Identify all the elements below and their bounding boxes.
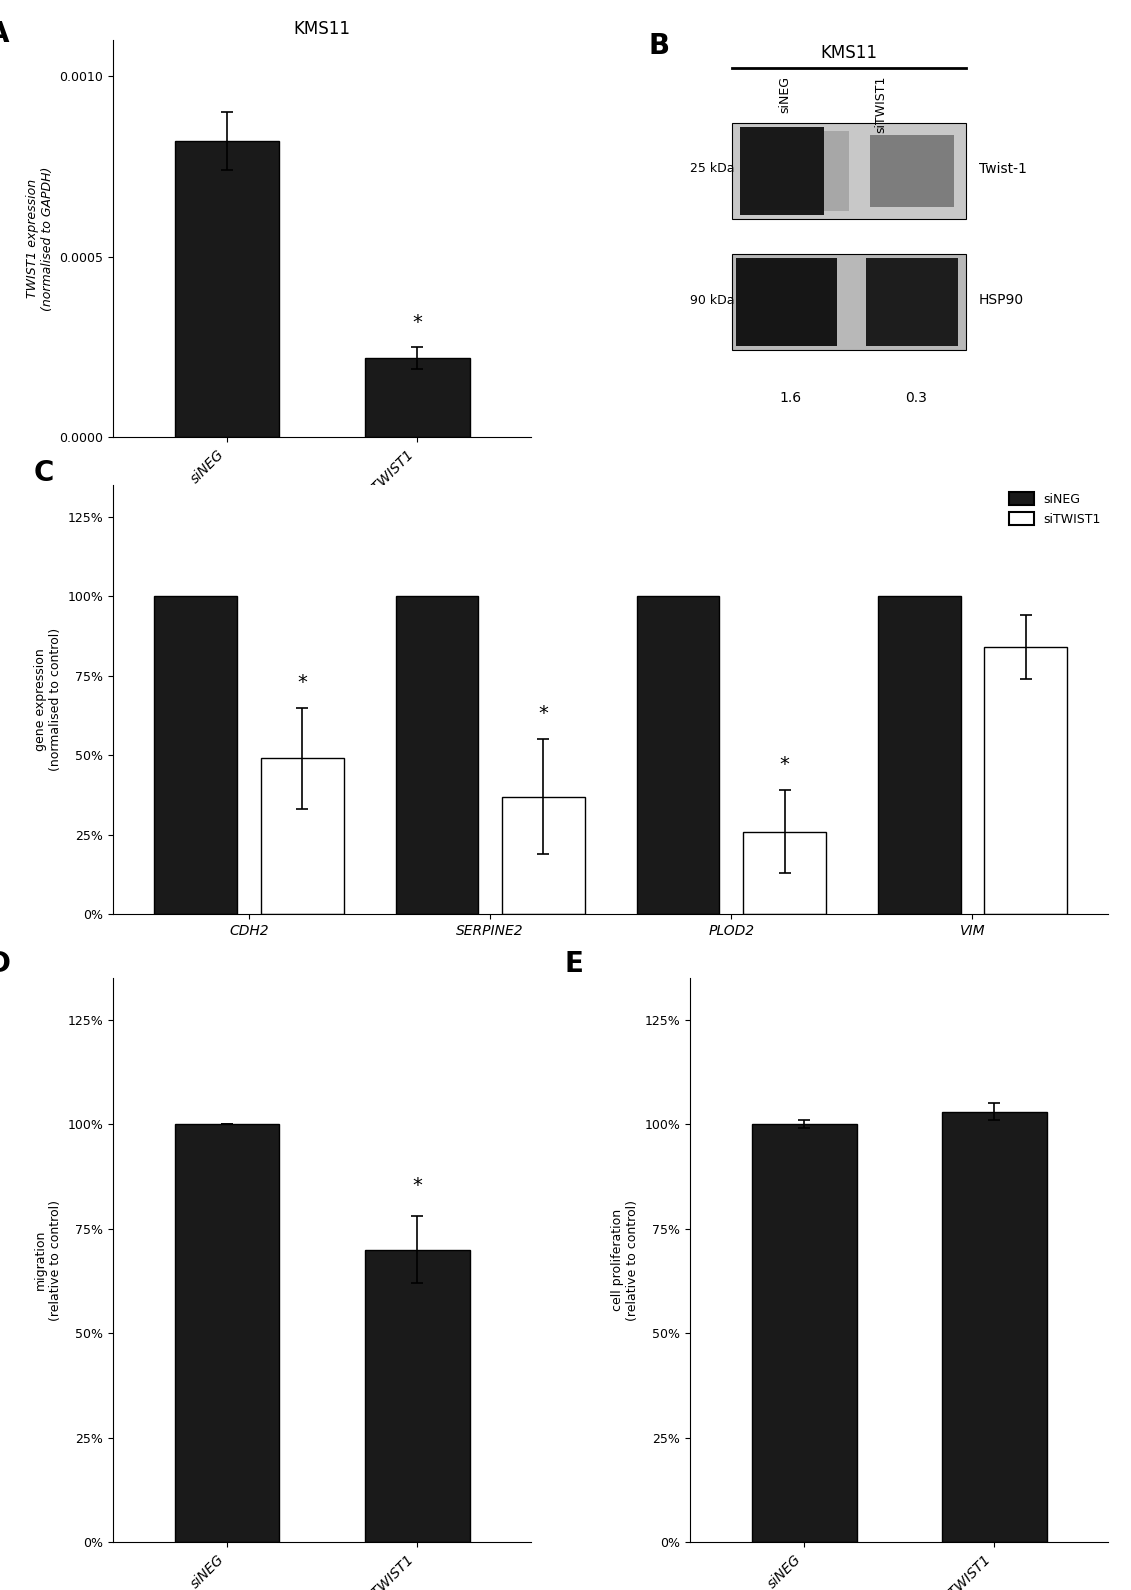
Text: C: C [34,460,54,487]
Bar [984,647,1067,914]
Bar [752,1124,856,1542]
Text: 0.3: 0.3 [905,391,927,404]
Text: *: * [297,673,308,692]
Y-axis label: gene expression
(normalised to control): gene expression (normalised to control) [34,628,62,771]
Bar [942,1111,1046,1542]
Text: *: * [538,704,549,723]
Text: *: * [779,755,789,774]
Legend: siNEG, siTWIST1: siNEG, siTWIST1 [1003,488,1106,531]
Text: 1.6: 1.6 [779,391,802,404]
Bar [261,758,344,914]
Bar [741,127,824,215]
Text: *: * [413,1177,422,1196]
Text: 25 kDa: 25 kDa [690,162,735,175]
Bar [866,259,958,347]
Bar [743,832,826,914]
Bar [732,124,966,219]
Bar [365,358,469,437]
Bar [365,1250,469,1542]
Text: D: D [0,949,10,978]
Text: B: B [648,32,670,60]
Bar [175,142,279,437]
Text: 90 kDa: 90 kDa [690,294,735,307]
Y-axis label: TWIST1 expression
(normalised to GAPDH): TWIST1 expression (normalised to GAPDH) [26,167,54,310]
Bar [637,596,719,914]
Text: siNEG: siNEG [778,76,791,113]
Text: HSP90: HSP90 [978,293,1024,307]
Y-axis label: cell proliferation
(relative to control): cell proliferation (relative to control) [611,1199,639,1321]
Text: E: E [564,949,584,978]
Title: KMS11: KMS11 [294,21,351,38]
Text: siTWIST1: siTWIST1 [874,76,887,134]
Bar [870,135,953,207]
Y-axis label: migration
(relative to control): migration (relative to control) [34,1199,62,1321]
Bar [502,797,585,914]
Text: Twist-1: Twist-1 [978,162,1027,176]
Bar [732,254,966,350]
Text: *: * [413,313,422,332]
Text: KMS11: KMS11 [821,43,878,62]
Bar [396,596,478,914]
Bar [878,596,960,914]
Bar [736,259,837,347]
Bar [824,132,849,211]
Bar [155,596,238,914]
Text: A: A [0,21,9,48]
Bar [175,1124,279,1542]
